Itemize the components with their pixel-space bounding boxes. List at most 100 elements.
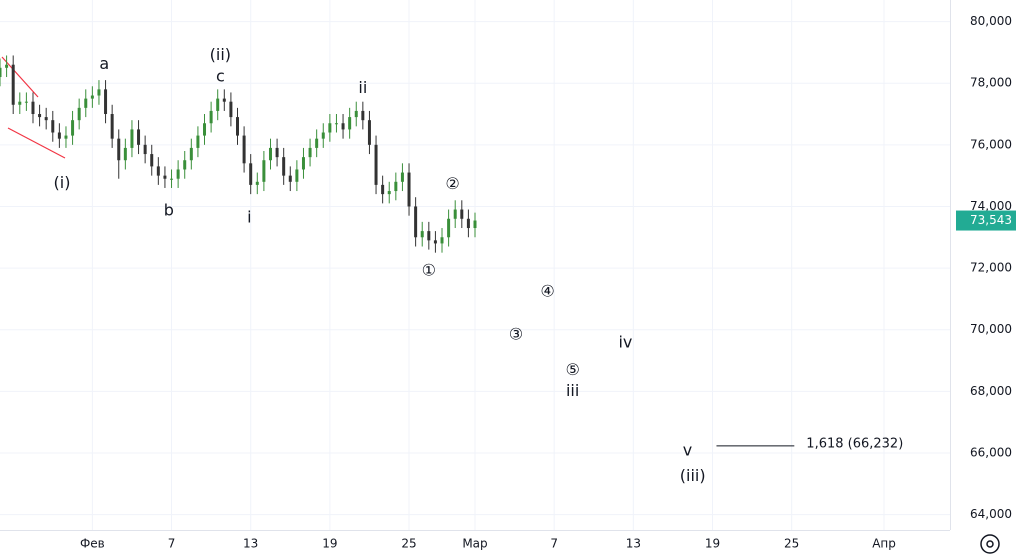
- candle-body: [90, 95, 94, 99]
- candle-body: [473, 220, 477, 229]
- candle-body: [77, 107, 81, 121]
- candle-body: [97, 89, 101, 96]
- candle-body: [0, 67, 2, 78]
- candle-body: [427, 231, 431, 241]
- candle-body: [38, 114, 42, 118]
- wave-label: (iii): [680, 466, 706, 485]
- candle-body: [11, 64, 15, 105]
- candle-body: [334, 123, 338, 125]
- candle-body: [394, 181, 398, 192]
- candle-body: [328, 123, 332, 133]
- candle-body: [433, 240, 437, 244]
- candle-body: [466, 218, 470, 229]
- wave-label: ii: [358, 78, 367, 97]
- candle-body: [57, 132, 61, 139]
- candle-body: [203, 123, 207, 136]
- candle-body: [183, 160, 187, 170]
- candle-body: [156, 166, 160, 176]
- candle-body: [321, 132, 325, 139]
- candle-body: [110, 114, 114, 139]
- wave-label: v: [683, 440, 692, 459]
- candle-body: [104, 89, 108, 115]
- candle-body: [18, 101, 22, 105]
- settings-icon[interactable]: [980, 534, 1000, 554]
- candle-body: [440, 237, 444, 244]
- candle-body: [407, 172, 411, 207]
- settings-icon-center[interactable]: [986, 540, 994, 548]
- y-tick-label: 74,000: [970, 199, 1012, 213]
- y-tick-label: 76,000: [970, 137, 1012, 151]
- wave-label: ①: [422, 261, 436, 280]
- candle-body: [143, 144, 147, 155]
- candle-body: [268, 147, 272, 161]
- candle-body: [209, 110, 213, 124]
- y-tick-label: 80,000: [970, 14, 1012, 28]
- candle-body: [255, 181, 259, 185]
- candle-body: [51, 120, 55, 133]
- candle-body: [242, 135, 246, 164]
- candle-body: [447, 218, 451, 238]
- candle-body: [295, 169, 299, 182]
- candle-body: [348, 117, 352, 130]
- y-tick-label: 70,000: [970, 322, 1012, 336]
- candle-body: [196, 135, 200, 148]
- wave-label: a: [99, 54, 109, 73]
- candle-body: [137, 129, 141, 145]
- trend-line: [7, 127, 66, 159]
- candle-body: [189, 147, 193, 161]
- candle-body: [249, 163, 253, 185]
- y-tick-label: 72,000: [970, 261, 1012, 275]
- candle-body: [170, 178, 174, 180]
- x-tick-label: 13: [243, 537, 258, 551]
- candle-body: [44, 117, 48, 121]
- candle-body: [275, 147, 279, 158]
- candle-body: [31, 101, 35, 115]
- candle-body: [64, 135, 68, 139]
- candle-body: [150, 154, 154, 167]
- candle-body: [229, 101, 233, 118]
- candle-body: [374, 144, 378, 185]
- candle-body: [288, 175, 292, 182]
- candle-body: [236, 117, 239, 136]
- y-tick-label: 68,000: [970, 384, 1012, 398]
- candle-body: [367, 120, 371, 145]
- wave-label: c: [216, 67, 225, 86]
- candle-body: [341, 123, 345, 130]
- candle-body: [163, 175, 167, 179]
- candle-body: [123, 147, 127, 161]
- x-tick-label: 7: [168, 537, 176, 551]
- x-tick-label: 19: [322, 537, 337, 551]
- x-tick-label: 7: [550, 537, 558, 551]
- candle-body: [453, 209, 457, 219]
- y-tick-label: 64,000: [970, 507, 1012, 521]
- x-tick-label: 25: [784, 537, 799, 551]
- wave-label: ⑤: [565, 360, 579, 379]
- trend-line: [1, 56, 39, 98]
- last-price-box: [956, 210, 1016, 231]
- candle-body: [315, 138, 319, 148]
- candle-body: [216, 98, 220, 111]
- candle-body: [400, 172, 404, 182]
- candle-body: [460, 209, 464, 219]
- wave-label: ②: [445, 174, 459, 193]
- wave-label: b: [164, 201, 174, 220]
- wave-label: (i): [54, 173, 71, 192]
- x-tick-label: 19: [705, 537, 720, 551]
- candle-body: [71, 120, 75, 136]
- wave-label: (ii): [210, 45, 231, 64]
- settings-button[interactable]: [980, 534, 1000, 554]
- wave-label: i: [247, 208, 251, 227]
- candle-body: [420, 231, 424, 238]
- candle-body: [176, 169, 180, 179]
- candle-body: [5, 64, 9, 68]
- wave-label: ③: [509, 324, 523, 343]
- candle-body: [308, 147, 312, 158]
- x-tick-label: 25: [401, 537, 416, 551]
- candle-body: [361, 110, 365, 121]
- y-tick-label: 66,000: [970, 445, 1012, 459]
- wave-label: iv: [618, 332, 632, 351]
- candle-body: [117, 138, 121, 161]
- x-tick-label: Апр: [872, 537, 896, 551]
